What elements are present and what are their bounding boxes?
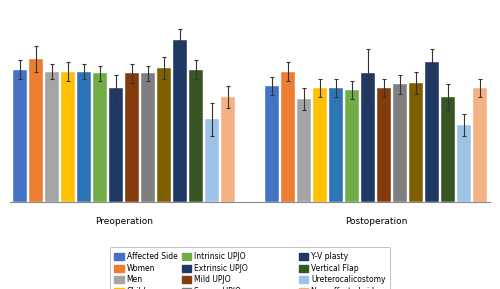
Bar — [189, 70, 203, 202]
Bar — [473, 88, 487, 202]
Bar — [125, 73, 139, 202]
Legend: Affected Side, Women, Men, Children, Adults, Intrinsic UPJO, Extrinsic UPJO, Mil: Affected Side, Women, Men, Children, Adu… — [110, 247, 390, 289]
Bar — [77, 72, 91, 202]
Bar — [361, 73, 375, 202]
Bar — [109, 88, 123, 202]
Bar — [173, 40, 187, 202]
Bar — [157, 68, 171, 202]
Bar — [297, 99, 311, 202]
Bar — [61, 72, 75, 202]
Bar — [313, 88, 327, 202]
Bar — [377, 88, 391, 202]
Bar — [441, 97, 455, 202]
Bar — [265, 86, 279, 202]
Bar — [393, 84, 407, 202]
Bar — [425, 62, 439, 202]
Bar — [409, 83, 423, 202]
Text: Preoperation: Preoperation — [95, 217, 153, 226]
Text: Postoperation: Postoperation — [345, 217, 408, 226]
Bar — [345, 90, 359, 202]
Bar — [13, 70, 27, 202]
Bar — [221, 97, 235, 202]
Bar — [457, 125, 471, 202]
Bar — [329, 88, 343, 202]
Bar — [141, 73, 155, 202]
Bar — [29, 59, 43, 202]
Bar — [45, 72, 59, 202]
Bar — [205, 119, 219, 202]
Bar — [281, 72, 295, 202]
Bar — [93, 73, 107, 202]
